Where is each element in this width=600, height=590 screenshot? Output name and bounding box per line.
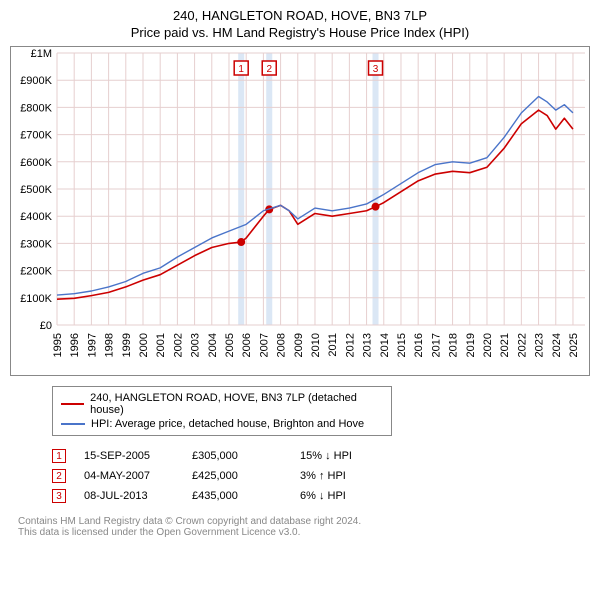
svg-text:£700K: £700K <box>20 130 52 142</box>
svg-text:2009: 2009 <box>293 333 305 357</box>
chart-legend: 240, HANGLETON ROAD, HOVE, BN3 7LP (deta… <box>52 386 392 436</box>
svg-text:2017: 2017 <box>430 333 442 357</box>
svg-text:1997: 1997 <box>86 333 98 357</box>
svg-text:1996: 1996 <box>69 333 81 357</box>
svg-text:2008: 2008 <box>276 333 288 357</box>
svg-text:£600K: £600K <box>20 157 52 169</box>
event-date-3: 08-JUL-2013 <box>84 490 174 502</box>
price-chart: £0 £100K £200K £300K £400K £500K £600K £700K £80… <box>10 46 590 376</box>
svg-text:£0: £0 <box>40 320 52 332</box>
event-price-3: £435,000 <box>192 490 282 502</box>
svg-text:1: 1 <box>238 64 244 75</box>
svg-text:2006: 2006 <box>241 333 253 357</box>
event-marker-3: 3 <box>52 489 66 503</box>
event-diff-2: 3% ↑ HPI <box>300 470 390 482</box>
legend-item-property: 240, HANGLETON ROAD, HOVE, BN3 7LP (deta… <box>61 391 383 417</box>
svg-text:£100K: £100K <box>20 293 52 305</box>
event-marker-1: 1 <box>52 449 66 463</box>
svg-text:2013: 2013 <box>362 333 374 357</box>
events-table: 1 15-SEP-2005 £305,000 15% ↓ HPI 2 04-MA… <box>52 446 590 506</box>
footer-line-2: This data is licensed under the Open Gov… <box>18 527 590 538</box>
svg-text:2001: 2001 <box>155 333 167 357</box>
event-diff-1: 15% ↓ HPI <box>300 450 390 462</box>
event-price-2: £425,000 <box>192 470 282 482</box>
event-date-2: 04-MAY-2007 <box>84 470 174 482</box>
svg-text:2018: 2018 <box>448 333 460 357</box>
svg-text:£1M: £1M <box>31 48 52 60</box>
svg-text:2016: 2016 <box>413 333 425 357</box>
legend-swatch-property <box>61 403 84 405</box>
svg-text:2002: 2002 <box>172 333 184 357</box>
svg-text:2019: 2019 <box>465 333 477 357</box>
svg-text:2: 2 <box>266 64 272 75</box>
svg-text:2005: 2005 <box>224 333 236 357</box>
event-price-1: £305,000 <box>192 450 282 462</box>
svg-text:2010: 2010 <box>310 333 322 357</box>
svg-text:2012: 2012 <box>344 333 356 357</box>
event-row-1: 1 15-SEP-2005 £305,000 15% ↓ HPI <box>52 446 590 466</box>
event-diff-3: 6% ↓ HPI <box>300 490 390 502</box>
footer-attribution: Contains HM Land Registry data © Crown c… <box>18 516 590 538</box>
svg-text:£500K: £500K <box>20 184 52 196</box>
svg-text:2024: 2024 <box>551 333 563 357</box>
svg-text:2023: 2023 <box>534 333 546 357</box>
svg-text:2025: 2025 <box>568 333 580 357</box>
legend-label-hpi: HPI: Average price, detached house, Brig… <box>91 418 364 430</box>
event-marker-2: 2 <box>52 469 66 483</box>
svg-text:1998: 1998 <box>104 333 116 357</box>
footer-line-1: Contains HM Land Registry data © Crown c… <box>18 516 590 527</box>
svg-text:2003: 2003 <box>190 333 202 357</box>
svg-text:£900K: £900K <box>20 75 52 87</box>
chart-title-block: 240, HANGLETON ROAD, HOVE, BN3 7LP Price… <box>10 8 590 40</box>
svg-text:1995: 1995 <box>52 333 64 357</box>
event-row-3: 3 08-JUL-2013 £435,000 6% ↓ HPI <box>52 486 590 506</box>
legend-swatch-hpi <box>61 423 85 425</box>
chart-svg: £0 £100K £200K £300K £400K £500K £600K £700K £80… <box>11 47 591 377</box>
title-line-1: 240, HANGLETON ROAD, HOVE, BN3 7LP <box>10 8 590 23</box>
svg-text:2004: 2004 <box>207 333 219 357</box>
svg-text:3: 3 <box>373 64 379 75</box>
svg-text:2020: 2020 <box>482 333 494 357</box>
svg-text:£300K: £300K <box>20 238 52 250</box>
event-row-2: 2 04-MAY-2007 £425,000 3% ↑ HPI <box>52 466 590 486</box>
legend-item-hpi: HPI: Average price, detached house, Brig… <box>61 417 383 431</box>
svg-text:2011: 2011 <box>327 333 339 357</box>
svg-text:£400K: £400K <box>20 211 52 223</box>
svg-text:2000: 2000 <box>138 333 150 357</box>
svg-text:£200K: £200K <box>20 266 52 278</box>
svg-text:2021: 2021 <box>499 333 511 357</box>
svg-text:2022: 2022 <box>516 333 528 357</box>
svg-text:2007: 2007 <box>258 333 270 357</box>
svg-text:£800K: £800K <box>20 102 52 114</box>
event-date-1: 15-SEP-2005 <box>84 450 174 462</box>
svg-text:1999: 1999 <box>121 333 133 357</box>
svg-text:2014: 2014 <box>379 333 391 357</box>
svg-text:2015: 2015 <box>396 333 408 357</box>
legend-label-property: 240, HANGLETON ROAD, HOVE, BN3 7LP (deta… <box>90 392 383 416</box>
title-line-2: Price paid vs. HM Land Registry's House … <box>10 25 590 40</box>
